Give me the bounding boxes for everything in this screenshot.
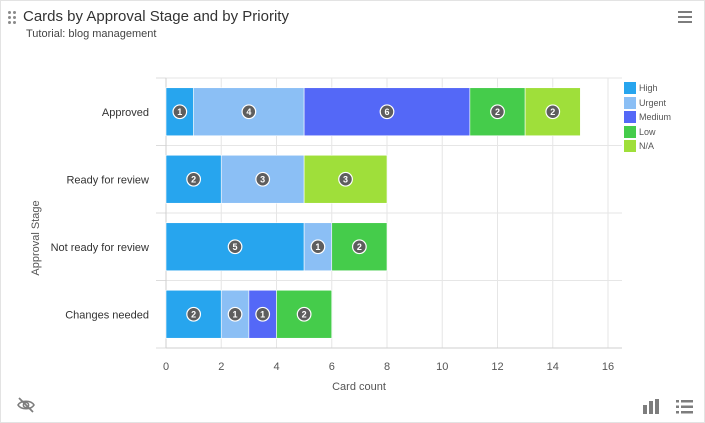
- data-label-badge: [545, 104, 561, 120]
- data-label-badge: [186, 306, 202, 322]
- legend-label: High: [639, 83, 658, 94]
- data-label-badge: [310, 239, 326, 255]
- data-label: 3: [343, 175, 348, 185]
- data-label: 5: [233, 242, 238, 252]
- x-tick-label: 0: [163, 361, 169, 373]
- data-label-badge: [241, 104, 257, 120]
- data-label: 2: [550, 107, 555, 117]
- chart-title: Cards by Approval Stage and by Priority: [23, 8, 289, 25]
- data-label: 3: [260, 175, 265, 185]
- data-label: 1: [233, 310, 238, 320]
- drag-handle-icon[interactable]: [8, 11, 18, 24]
- legend-swatch: [624, 125, 636, 138]
- data-label-badge: [186, 171, 202, 187]
- data-label-badge: [379, 104, 395, 120]
- data-label: 2: [357, 242, 362, 252]
- y-tick-label: Approved: [102, 107, 149, 119]
- x-tick-label: 14: [547, 361, 559, 373]
- chart-legend: High Urgent Medium Low N/A: [624, 81, 671, 154]
- data-label-badge: [338, 171, 353, 187]
- data-label-badge: [490, 104, 505, 120]
- x-axis-title: Card count: [332, 381, 386, 393]
- x-tick-label: 6: [329, 361, 335, 373]
- legend-item[interactable]: Urgent: [624, 96, 671, 111]
- legend-swatch: [624, 111, 636, 124]
- data-label-badge: [351, 239, 367, 255]
- legend-label: N/A: [639, 141, 655, 152]
- data-label: 2: [191, 310, 196, 320]
- list-icon[interactable]: [676, 400, 693, 414]
- data-label-badge: [255, 306, 271, 322]
- legend-item[interactable]: N/A: [624, 139, 671, 154]
- x-tick-label: 4: [273, 361, 279, 373]
- legend-swatch: [624, 82, 636, 95]
- data-label: 1: [177, 107, 182, 117]
- hamburger-menu-icon[interactable]: [678, 11, 692, 23]
- legend-swatch: [624, 140, 636, 153]
- data-label-badge: [255, 171, 271, 187]
- data-label: 2: [191, 175, 196, 185]
- chart-subtitle: Tutorial: blog management: [26, 28, 157, 40]
- legend-item[interactable]: High: [624, 81, 671, 96]
- data-label: 2: [495, 107, 500, 117]
- y-axis-title: Approval Stage: [30, 200, 42, 275]
- legend-item[interactable]: Low: [624, 125, 671, 140]
- data-label-badge: [227, 239, 243, 255]
- legend-item[interactable]: Medium: [624, 110, 671, 125]
- x-tick-label: 12: [491, 361, 503, 373]
- y-tick-label: Changes needed: [65, 309, 149, 321]
- data-label: 1: [315, 242, 320, 252]
- x-tick-label: 10: [436, 361, 448, 373]
- bar-chart-icon[interactable]: [642, 399, 660, 415]
- legend-label: Urgent: [639, 97, 667, 108]
- data-label-badge: [296, 306, 312, 322]
- data-label-badge: [227, 306, 243, 322]
- data-label: 6: [384, 107, 389, 117]
- x-tick-label: 16: [602, 361, 614, 373]
- data-label: 2: [302, 310, 307, 320]
- x-tick-label: 8: [384, 361, 390, 373]
- data-label-badge: [172, 104, 188, 120]
- x-tick-label: 2: [218, 361, 224, 373]
- data-label: 1: [260, 310, 265, 320]
- legend-label: Medium: [639, 112, 672, 123]
- y-tick-label: Not ready for review: [51, 242, 149, 254]
- y-tick-label: Ready for review: [66, 174, 149, 186]
- data-label: 4: [246, 107, 251, 117]
- legend-swatch: [624, 96, 636, 109]
- legend-label: Low: [639, 126, 656, 137]
- eye-off-icon[interactable]: [17, 397, 35, 413]
